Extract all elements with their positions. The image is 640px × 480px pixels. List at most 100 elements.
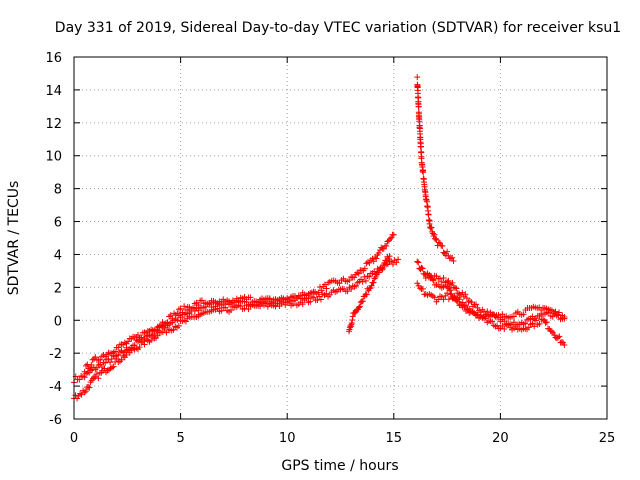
x-tick-label: 15 bbox=[386, 431, 403, 446]
data-point bbox=[317, 296, 324, 303]
y-tick-label: 2 bbox=[54, 281, 62, 296]
data-point bbox=[93, 371, 100, 378]
series-track-d bbox=[346, 253, 393, 335]
data-point bbox=[314, 296, 321, 303]
data-point bbox=[371, 268, 378, 275]
data-point bbox=[482, 314, 489, 321]
data-point bbox=[177, 305, 184, 312]
series-track-h bbox=[422, 271, 568, 322]
data-point bbox=[459, 289, 466, 296]
data-point bbox=[421, 270, 428, 277]
grid-layer bbox=[74, 57, 607, 419]
data-point bbox=[384, 238, 391, 245]
data-point bbox=[439, 242, 446, 249]
data-point bbox=[558, 338, 565, 345]
data-point bbox=[233, 295, 240, 302]
data-point bbox=[85, 365, 92, 372]
data-point bbox=[419, 265, 426, 272]
data-point bbox=[447, 287, 454, 294]
data-point bbox=[179, 309, 186, 316]
data-point bbox=[449, 254, 456, 261]
data-point bbox=[429, 276, 436, 283]
data-point bbox=[366, 273, 373, 280]
data-point bbox=[81, 374, 88, 381]
data-point bbox=[444, 290, 451, 297]
data-point bbox=[182, 307, 189, 314]
data-point bbox=[323, 285, 330, 292]
data-point bbox=[435, 296, 442, 303]
data-point bbox=[206, 301, 213, 308]
data-point bbox=[175, 322, 182, 329]
x-tick-label: 20 bbox=[492, 431, 509, 446]
data-point bbox=[136, 344, 143, 351]
data-point bbox=[361, 265, 368, 272]
data-point bbox=[370, 258, 377, 265]
data-point bbox=[359, 298, 366, 305]
data-point bbox=[555, 334, 562, 341]
data-point bbox=[440, 274, 447, 281]
data-point bbox=[356, 303, 363, 310]
x-axis-title: GPS time / hours bbox=[281, 458, 398, 474]
y-tick-label: 16 bbox=[45, 51, 62, 66]
data-point bbox=[481, 315, 488, 322]
data-point bbox=[464, 305, 471, 312]
data-point bbox=[159, 328, 166, 335]
data-point bbox=[529, 313, 536, 320]
data-point bbox=[549, 313, 556, 320]
y-tick-label: 6 bbox=[54, 216, 62, 231]
data-point bbox=[141, 341, 148, 348]
data-point bbox=[375, 269, 382, 276]
data-point bbox=[561, 341, 568, 348]
data-point bbox=[377, 247, 384, 254]
data-point bbox=[556, 333, 563, 340]
data-point bbox=[107, 359, 114, 366]
data-point bbox=[414, 258, 421, 265]
data-point bbox=[118, 356, 125, 363]
data-point bbox=[115, 351, 122, 358]
data-point bbox=[438, 278, 445, 285]
data-point bbox=[435, 239, 442, 246]
data-point bbox=[468, 299, 475, 306]
data-point bbox=[432, 235, 439, 242]
data-point bbox=[372, 274, 379, 281]
data-point bbox=[446, 285, 453, 292]
data-point bbox=[425, 211, 432, 218]
data-point bbox=[81, 389, 88, 396]
data-point bbox=[418, 264, 425, 271]
data-point bbox=[415, 259, 422, 266]
data-point bbox=[305, 290, 312, 297]
y-axis-title: SDTVAR / TECUs bbox=[6, 181, 22, 296]
data-point bbox=[164, 319, 171, 326]
data-point bbox=[466, 298, 473, 305]
y-tick-label: 14 bbox=[45, 84, 62, 99]
data-point bbox=[378, 244, 385, 251]
data-point bbox=[380, 245, 387, 252]
data-point bbox=[92, 354, 99, 361]
y-tick-label: -2 bbox=[49, 347, 62, 362]
data-point bbox=[154, 332, 161, 339]
data-point bbox=[82, 388, 89, 395]
data-point bbox=[323, 290, 330, 297]
data-point bbox=[446, 280, 453, 287]
data-point bbox=[195, 301, 202, 308]
data-point bbox=[532, 317, 539, 324]
data-point bbox=[169, 315, 176, 322]
data-point bbox=[174, 310, 181, 317]
data-point bbox=[276, 302, 283, 309]
data-point bbox=[387, 236, 394, 243]
series-track-e bbox=[414, 74, 457, 265]
data-point bbox=[414, 280, 421, 287]
data-point bbox=[102, 359, 109, 366]
y-tick-label: -4 bbox=[49, 380, 62, 395]
data-point bbox=[388, 234, 395, 241]
data-point bbox=[355, 304, 362, 311]
data-point bbox=[235, 299, 242, 306]
data-point bbox=[286, 296, 293, 303]
data-point bbox=[113, 355, 120, 362]
chart-title: Day 331 of 2019, Sidereal Day-to-day VTE… bbox=[55, 20, 621, 36]
data-point bbox=[390, 231, 397, 238]
y-tick-label: 4 bbox=[54, 248, 62, 263]
data-point bbox=[556, 309, 563, 316]
data-point bbox=[110, 363, 117, 370]
